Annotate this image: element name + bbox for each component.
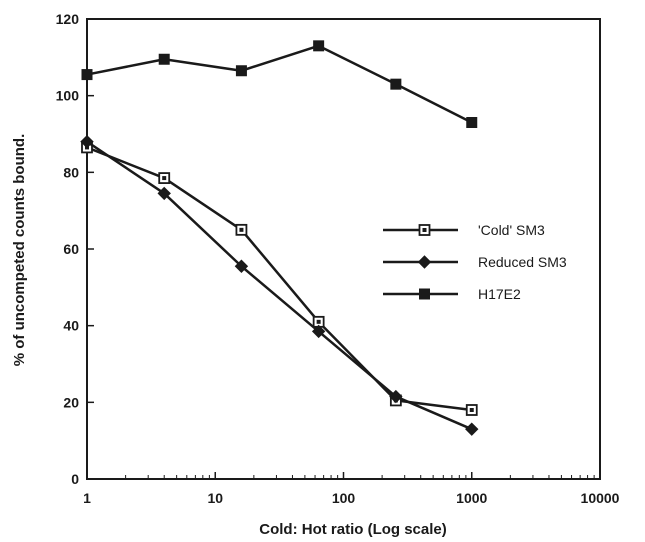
data-point-center (239, 227, 244, 232)
data-point (466, 117, 478, 128)
data-point (235, 65, 247, 77)
series-line (86, 140, 473, 431)
data-point (419, 288, 430, 300)
legend-label: H17E2 (478, 286, 521, 302)
y-tick-label: 60 (63, 241, 79, 257)
data-point-center (422, 228, 427, 232)
series-line (86, 44, 473, 124)
data-point (234, 259, 249, 273)
legend-label: 'Cold' SM3 (478, 222, 545, 238)
x-tick-label: 10000 (581, 490, 620, 506)
data-point-center (469, 408, 474, 412)
data-point (313, 40, 325, 52)
series (81, 141, 478, 416)
legend-entry: Reduced SM3 (383, 254, 567, 270)
y-tick-label: 0 (71, 471, 79, 487)
data-point (157, 186, 171, 201)
data-point (80, 134, 94, 149)
legend-label: Reduced SM3 (478, 254, 567, 270)
plot-frame (86, 18, 601, 480)
legend-entry: H17E2 (383, 286, 521, 302)
x-tick-label: 1 (83, 490, 91, 506)
y-tick-label: 20 (63, 394, 79, 410)
data-point (81, 69, 93, 81)
data-point (390, 78, 402, 90)
y-tick-label: 120 (56, 11, 80, 27)
x-axis-title: Cold: Hot ratio (Log scale) (259, 521, 447, 538)
data-point (417, 255, 432, 269)
data-point (465, 422, 479, 436)
data-point (389, 389, 403, 404)
data-point-center (162, 176, 167, 181)
data-point-center (316, 319, 321, 324)
y-tick-label: 40 (63, 318, 79, 334)
x-tick-label: 1000 (456, 490, 487, 506)
y-tick-label: 80 (63, 164, 79, 180)
x-tick-label: 100 (332, 490, 356, 506)
series (80, 134, 479, 436)
data-point (158, 53, 170, 65)
y-tick-label: 100 (56, 88, 80, 104)
series-line (86, 146, 472, 412)
x-tick-label: 10 (207, 490, 223, 506)
y-axis-title: % of uncompeted counts bound. (11, 134, 28, 367)
series (81, 40, 478, 128)
legend-entry: 'Cold' SM3 (383, 222, 545, 238)
data-point (311, 324, 326, 339)
